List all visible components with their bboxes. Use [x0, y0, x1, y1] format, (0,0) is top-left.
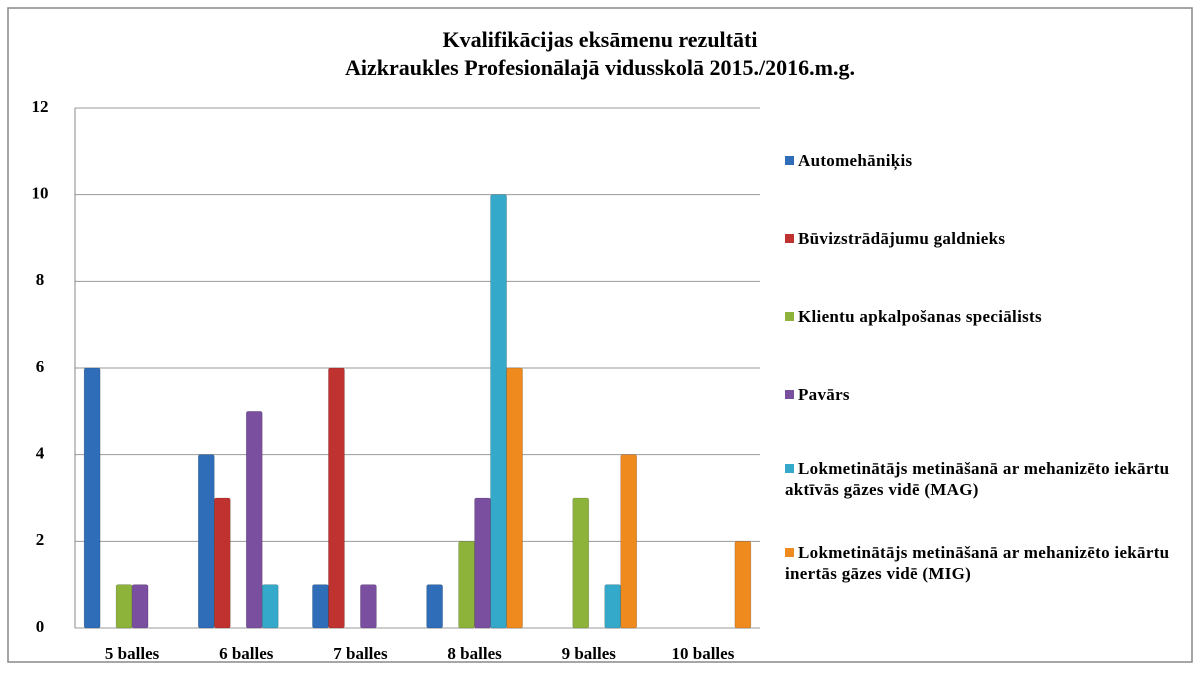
bar: [115, 584, 133, 629]
legend-swatch: [785, 234, 794, 243]
bar: [734, 541, 752, 629]
bar: [506, 367, 523, 629]
legend-item: Būvizstrādājumu galdnieks: [785, 228, 1185, 249]
legend-label: Būvizstrādājumu galdnieks: [798, 229, 1006, 248]
bar: [490, 194, 507, 629]
legend-label: Lokmetinātājs metināšanā ar mehanizēto i…: [785, 543, 1170, 583]
bar: [83, 367, 101, 629]
bar: [213, 497, 231, 629]
x-tick-label: 5 balles: [105, 644, 160, 663]
bar: [360, 584, 377, 629]
legend-item: Automehāniķis: [785, 150, 1185, 171]
bar: [620, 454, 638, 629]
legend-item: Klientu apkalpošanas speciālists: [785, 306, 1185, 327]
legend-label: Automehāniķis: [798, 151, 913, 170]
legend-label: Lokmetinātājs metināšanā ar mehanizēto i…: [785, 459, 1170, 499]
bar: [572, 497, 590, 629]
legend-swatch: [785, 464, 794, 473]
bar: [131, 584, 149, 629]
y-tick-label: 0: [36, 617, 45, 636]
y-tick-label: 6: [36, 357, 45, 376]
legend-swatch: [785, 548, 794, 557]
x-tick-label: 10 balles: [672, 644, 735, 663]
legend-item: Lokmetinātājs metināšanā ar mehanizēto i…: [785, 458, 1185, 500]
legend-swatch: [785, 312, 794, 321]
chart-title: Aizkraukles Profesionālajā vidusskolā 20…: [345, 55, 855, 80]
y-tick-label: 12: [32, 97, 49, 116]
bar: [426, 584, 443, 629]
bar: [312, 584, 329, 629]
legend-label: Pavārs: [798, 385, 850, 404]
bar: [198, 454, 215, 629]
chart-title: Kvalifikācijas eksāmenu rezultāti: [443, 27, 758, 52]
bar: [604, 584, 622, 629]
bar: [328, 367, 345, 629]
legend-item: Pavārs: [785, 384, 1185, 405]
x-tick-label: 9 balles: [562, 644, 617, 663]
legend-swatch: [785, 156, 794, 165]
bar: [245, 411, 263, 629]
bar: [474, 497, 491, 629]
x-tick-label: 6 balles: [219, 644, 274, 663]
y-tick-label: 10: [32, 184, 49, 203]
y-tick-label: 4: [36, 444, 45, 463]
x-tick-label: 8 balles: [447, 644, 502, 663]
legend-label: Klientu apkalpošanas speciālists: [798, 307, 1042, 326]
bar: [458, 541, 475, 629]
y-tick-label: 8: [36, 270, 45, 289]
legend-item: Lokmetinātājs metināšanā ar mehanizēto i…: [785, 542, 1185, 584]
x-tick-label: 7 balles: [333, 644, 388, 663]
y-tick-label: 2: [36, 530, 45, 549]
legend-swatch: [785, 390, 794, 399]
bar: [261, 584, 279, 629]
